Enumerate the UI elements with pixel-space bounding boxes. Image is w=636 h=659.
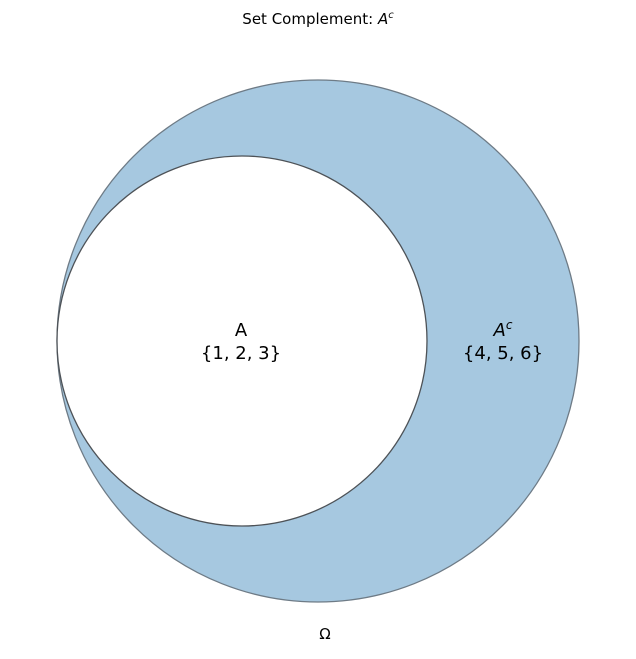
complement-elements: {4, 5, 6}	[463, 343, 543, 364]
title-prefix: Set Complement:	[242, 10, 378, 28]
universe-label: Ω	[319, 625, 330, 643]
complement-name: Ac	[493, 318, 513, 341]
complement-superscript: c	[506, 318, 513, 332]
set-a-elements: {1, 2, 3}	[201, 343, 281, 364]
title-symbol: A	[377, 10, 388, 28]
diagram-title: Set Complement: Ac	[242, 10, 394, 28]
complement-symbol: A	[493, 320, 506, 341]
set-a-circle	[56, 155, 428, 527]
set-a-name: A	[235, 320, 248, 341]
title-superscript: c	[388, 10, 394, 21]
